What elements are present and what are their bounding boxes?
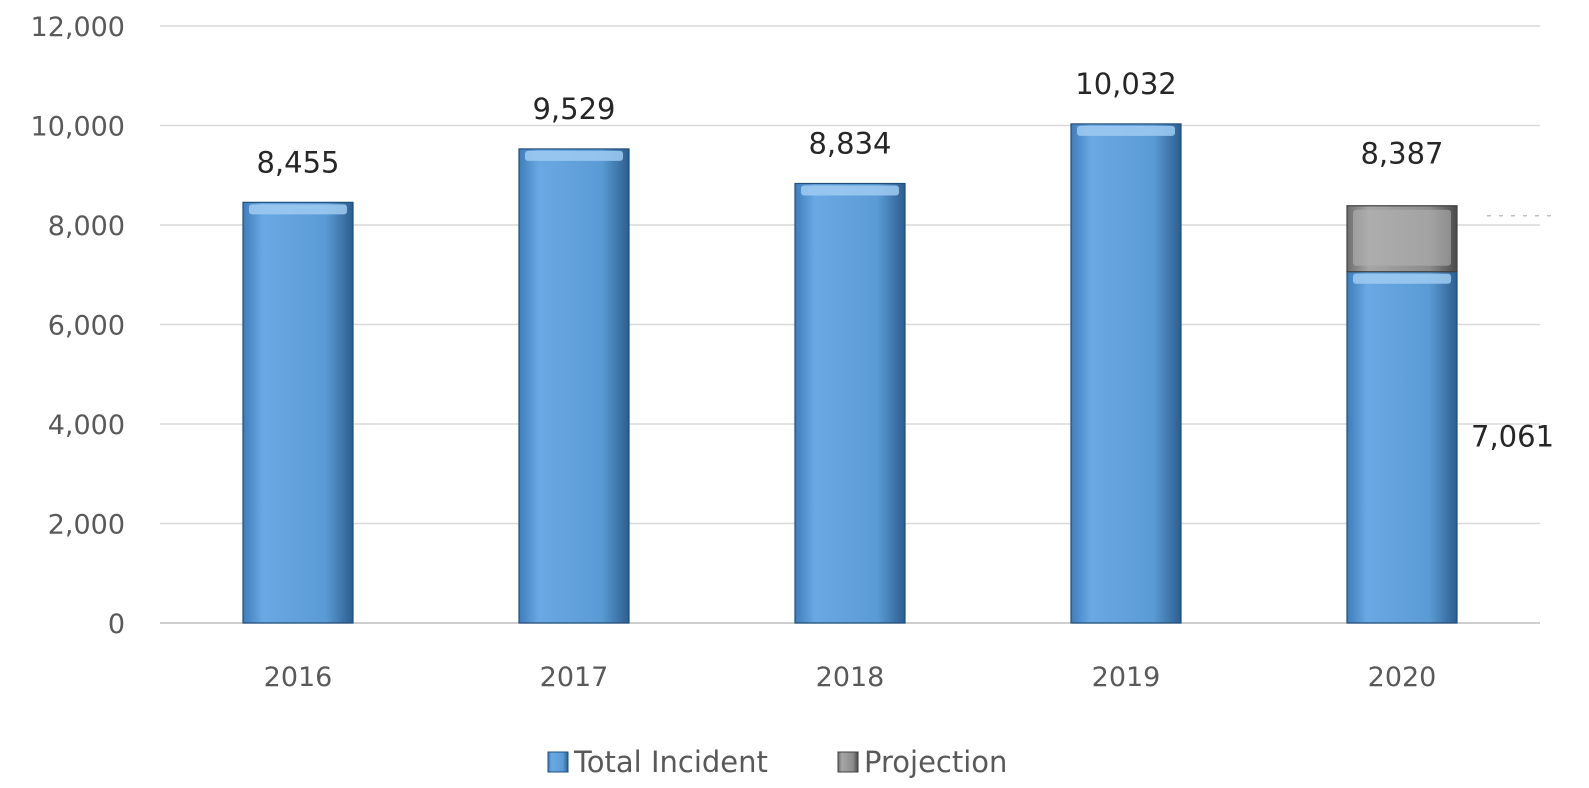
y-axis-tick-labels: 0 2,000 4,000 6,000 8,000 10,000 12,000 [31, 12, 125, 640]
legend-swatch [547, 751, 569, 773]
bar-total-incident [518, 148, 630, 624]
bar-bevel [525, 150, 623, 161]
legend-label: Projection [864, 745, 1007, 779]
y-tick-label: 0 [108, 609, 125, 640]
data-label-total: 8,387 [1360, 137, 1443, 171]
legend: Total Incident Projection [547, 745, 1007, 779]
bar-bevel [249, 204, 347, 215]
x-tick-label: 2017 [540, 662, 609, 693]
bar-total-incident [1070, 123, 1182, 624]
bar-bevel [801, 185, 899, 196]
data-labels: 8,455 9,529 8,834 10,032 8,387 7,061 [256, 67, 1554, 454]
bar-total-incident [1346, 271, 1458, 624]
y-tick-label: 6,000 [48, 311, 125, 342]
y-tick-label: 4,000 [48, 410, 125, 441]
y-tick-label: 8,000 [48, 211, 125, 242]
legend-swatch [837, 751, 859, 773]
bar-projection-bevel [1353, 209, 1451, 266]
bars [242, 123, 1458, 624]
bar-bevel [1353, 273, 1451, 284]
y-tick-label: 12,000 [31, 12, 125, 43]
data-label: 8,455 [256, 145, 339, 179]
data-label: 10,032 [1075, 67, 1176, 101]
bar-total-incident [242, 201, 354, 624]
bar-bevel [1077, 125, 1175, 136]
x-tick-label: 2018 [816, 662, 885, 693]
y-tick-label: 2,000 [48, 510, 125, 541]
data-label: 8,834 [808, 127, 891, 161]
x-tick-label: 2019 [1092, 662, 1161, 693]
data-label: 7,061 [1471, 420, 1554, 454]
x-axis-tick-labels: 2016 2017 2018 2019 2020 [264, 662, 1437, 693]
x-tick-label: 2016 [264, 662, 333, 693]
bar-total-incident [794, 182, 906, 624]
data-label: 9,529 [532, 92, 615, 126]
x-tick-label: 2020 [1368, 662, 1437, 693]
legend-label: Total Incident [573, 745, 768, 779]
y-tick-label: 10,000 [31, 112, 125, 143]
